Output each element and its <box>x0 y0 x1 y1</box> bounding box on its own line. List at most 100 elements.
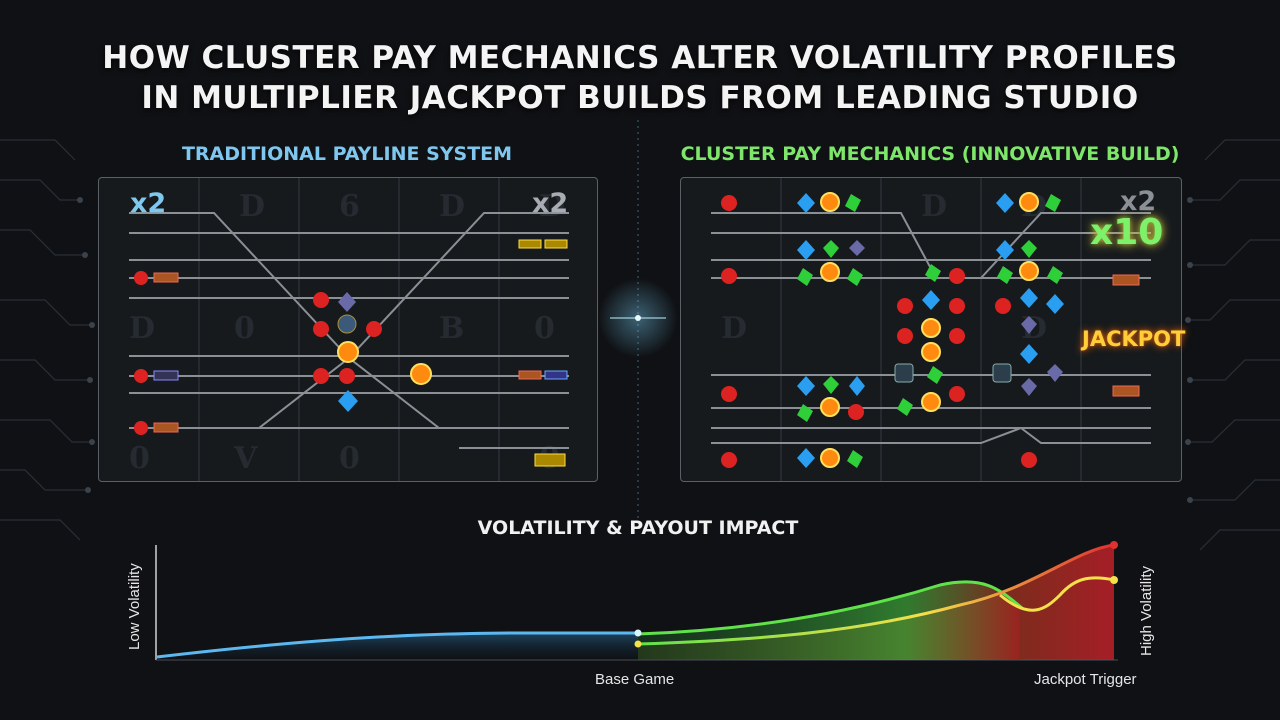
multiplier-x10-badge: x10 <box>1090 212 1164 253</box>
cherry-icon <box>848 404 864 420</box>
svg-text:D: D <box>921 189 947 224</box>
cherry-icon <box>949 268 965 284</box>
orange-icon <box>820 397 840 417</box>
main-title-line-2: IN MULTIPLIER JACKPOT BUILDS FROM LEADIN… <box>141 80 1139 116</box>
reel-symbols-left <box>134 239 568 467</box>
gem-icon <box>925 264 941 282</box>
bar-symbol-icon <box>1112 385 1140 397</box>
gem-icon <box>1046 294 1064 314</box>
gem-icon <box>797 376 815 396</box>
cherry-icon <box>134 369 148 383</box>
gem-icon <box>1045 194 1061 212</box>
high-volatility-label: High Volatility <box>1138 565 1155 656</box>
gem-icon <box>997 266 1013 284</box>
coin-icon <box>337 314 357 334</box>
orange-icon <box>1019 261 1039 281</box>
gem-icon <box>823 240 839 258</box>
cherry-icon <box>949 298 965 314</box>
cherry-icon <box>949 328 965 344</box>
orange-icon <box>820 192 840 212</box>
cherry-icon <box>897 298 913 314</box>
bar-symbol-icon <box>544 370 568 380</box>
multiplier-x2-left: x2 <box>130 188 167 219</box>
bar-symbol-icon <box>153 370 179 381</box>
svg-text:0: 0 <box>234 311 255 346</box>
bar-symbol-icon <box>534 453 566 467</box>
bar-symbol-icon <box>1112 274 1140 286</box>
base-game-label: Base Game <box>595 671 675 688</box>
orange-icon <box>820 262 840 282</box>
low-volatility-label: Low Volatility <box>126 563 143 650</box>
cherry-icon <box>366 321 382 337</box>
bar-symbol-icon <box>518 239 542 249</box>
traditional-panel-title: TRADITIONAL PAYLINE SYSTEM <box>181 143 513 165</box>
cherry-icon <box>897 328 913 344</box>
orange-icon <box>921 342 941 362</box>
gem-icon <box>1047 266 1063 284</box>
cherry-icon <box>721 268 737 284</box>
gem-icon <box>1021 240 1037 258</box>
orange-icon <box>337 341 359 363</box>
cherry-icon <box>721 195 737 211</box>
cherry-icon <box>134 271 148 285</box>
cherry-icon <box>995 298 1011 314</box>
gem-icon <box>996 240 1014 260</box>
svg-text:D: D <box>239 189 265 224</box>
bar-symbol-icon <box>153 422 179 433</box>
gem-icon <box>996 193 1014 213</box>
gem-icon <box>927 366 943 384</box>
cluster-pay-panel: DDDD <box>680 177 1182 482</box>
jackpot-badge: JACKPOT <box>1082 327 1186 351</box>
svg-text:D: D <box>129 311 155 346</box>
svg-text:D: D <box>721 311 747 346</box>
jackpot-trigger-label: Jackpot Trigger <box>1034 671 1137 688</box>
cherry-icon <box>949 386 965 402</box>
gem-icon <box>849 376 865 396</box>
gem-icon <box>849 240 865 256</box>
gem-icon <box>797 240 815 260</box>
svg-text:V: V <box>233 441 258 476</box>
gem-icon <box>847 450 863 468</box>
gem-icon <box>847 268 863 286</box>
svg-text:D: D <box>539 189 565 224</box>
multiplier-x2-right: x2 <box>532 188 569 219</box>
orange-icon <box>1019 192 1039 212</box>
gem-icon <box>922 290 940 310</box>
cluster-symbols <box>721 192 1140 468</box>
cherry-icon <box>721 452 737 468</box>
gem-icon <box>897 398 913 416</box>
gem-icon <box>1020 344 1038 364</box>
orange-icon <box>410 363 432 385</box>
svg-text:0: 0 <box>339 441 360 476</box>
orange-icon <box>921 392 941 412</box>
gem-icon <box>1047 364 1063 382</box>
orange-icon <box>820 448 840 468</box>
bar-symbol-icon <box>153 272 179 283</box>
wild-icon <box>894 363 914 383</box>
bar-symbol-icon <box>544 239 568 249</box>
gem-icon <box>338 390 358 412</box>
cherry-icon <box>313 321 329 337</box>
cluster-grid: DDDD <box>711 178 1151 481</box>
gem-icon <box>1021 378 1037 396</box>
cherry-icon <box>339 368 355 384</box>
wild-icon <box>992 363 1012 383</box>
cherry-icon <box>313 368 329 384</box>
bar-symbol-icon <box>518 370 542 380</box>
gem-icon <box>797 193 815 213</box>
gem-icon <box>797 404 813 422</box>
main-title-line-1: HOW CLUSTER PAY MECHANICS ALTER VOLATILI… <box>102 40 1178 76</box>
cherry-icon <box>721 386 737 402</box>
svg-text:0: 0 <box>534 311 555 346</box>
cherry-icon <box>134 421 148 435</box>
gem-icon <box>823 376 839 394</box>
cherry-icon <box>1021 452 1037 468</box>
gem-icon <box>338 292 356 312</box>
gem-icon <box>1021 316 1037 334</box>
gem-icon <box>797 448 815 468</box>
volatility-impact-title: VOLATILITY & PAYOUT IMPACT <box>477 517 799 539</box>
svg-text:D: D <box>439 189 465 224</box>
